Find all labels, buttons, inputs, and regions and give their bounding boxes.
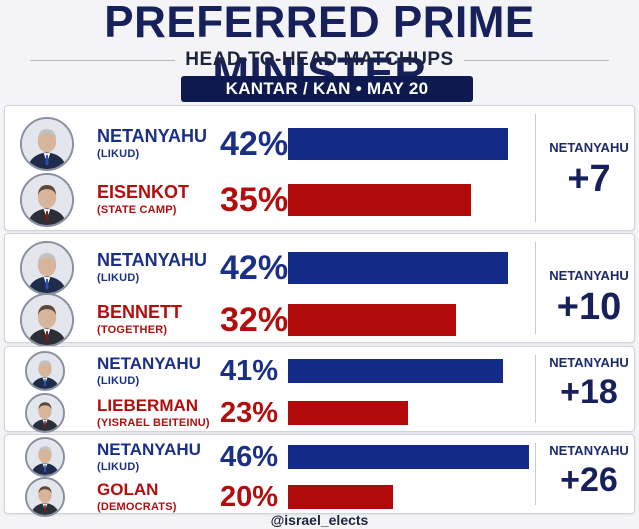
leader-party: (LIKUD) [97,272,140,284]
margin-divider [535,242,536,334]
challenger-percent-label: 35% [220,181,289,219]
leader-name: NETANYAHU [97,440,201,459]
challenger-party: (YISRAEL BEITEINU) [97,417,210,429]
matchup-panel: NETANYAHU (LIKUD) 42% BENNETT (TOGETHER) 32%… [4,233,635,347]
matchup-panel: NETANYAHU (LIKUD) 46% GOLAN (DEMOCRATS) 20% N… [4,434,635,517]
footer-handle: @israel_elects [270,512,369,528]
challenger-name: EISENKOT [97,182,190,202]
challenger-party: (STATE CAMP) [97,204,177,216]
challenger-bar [288,184,471,216]
margin-leader-name: NETANYAHU [549,355,629,370]
margin-divider [535,355,536,423]
subtitle-rule-left [30,59,176,61]
leader-percent-label: 42% [220,125,289,163]
challenger-party: (DEMOCRATS) [97,501,177,513]
leader-portrait [20,241,74,295]
leader-name: NETANYAHU [97,354,201,373]
matchup-panel: NETANYAHU (LIKUD) 42% EISENKOT (STATE CAMP)… [4,105,635,231]
challenger-name: LIEBERMAN [97,396,199,415]
poll-source-badge: KANTAR / KAN • MAY 20 [181,76,473,102]
challenger-portrait [25,477,65,517]
challenger-percent-label: 20% [220,480,279,513]
margin-value: +7 [567,158,611,200]
page-title: PREFERRED PRIME MINISTER [104,0,535,98]
margin-divider [535,443,536,505]
leader-party: (LIKUD) [97,375,140,387]
margin-leader-name: NETANYAHU [549,140,629,155]
leader-party: (LIKUD) [97,148,140,160]
leader-bar [288,128,508,160]
challenger-portrait [20,293,74,347]
leader-bar [288,445,529,469]
challenger-percent-label: 23% [220,396,279,429]
leader-percent-label: 46% [220,440,279,473]
challenger-bar [288,401,408,425]
challenger-name: BENNETT [97,302,182,322]
challenger-bar [288,485,393,509]
leader-portrait [25,437,65,477]
subtitle-row: HEAD-TO-HEAD MATCHUPS [30,48,609,72]
challenger-portrait [20,173,74,227]
challenger-name: GOLAN [97,480,159,499]
margin-leader-name: NETANYAHU [549,443,629,458]
margin-leader-name: NETANYAHU [549,268,629,283]
leader-bar [288,252,508,284]
challenger-percent-label: 32% [220,301,289,339]
leader-party: (LIKUD) [97,461,140,473]
challenger-bar [288,304,456,336]
margin-value: +26 [560,461,618,499]
leader-name: NETANYAHU [97,250,208,270]
leader-name: NETANYAHU [97,126,208,146]
page-subtitle: HEAD-TO-HEAD MATCHUPS [185,49,454,70]
margin-value: +10 [556,286,622,328]
leader-percent-label: 42% [220,249,289,287]
leader-percent-label: 41% [220,354,279,387]
margin-value: +18 [560,373,618,411]
challenger-party: (TOGETHER) [97,324,168,336]
leader-portrait [20,117,74,171]
margin-divider [535,114,536,222]
challenger-portrait [25,393,65,433]
leader-portrait [25,351,65,391]
leader-bar [288,359,503,383]
matchup-panel: NETANYAHU (LIKUD) 41% LIEBERMAN (YISRAEL BE… [4,346,635,433]
subtitle-rule-right [463,59,609,61]
